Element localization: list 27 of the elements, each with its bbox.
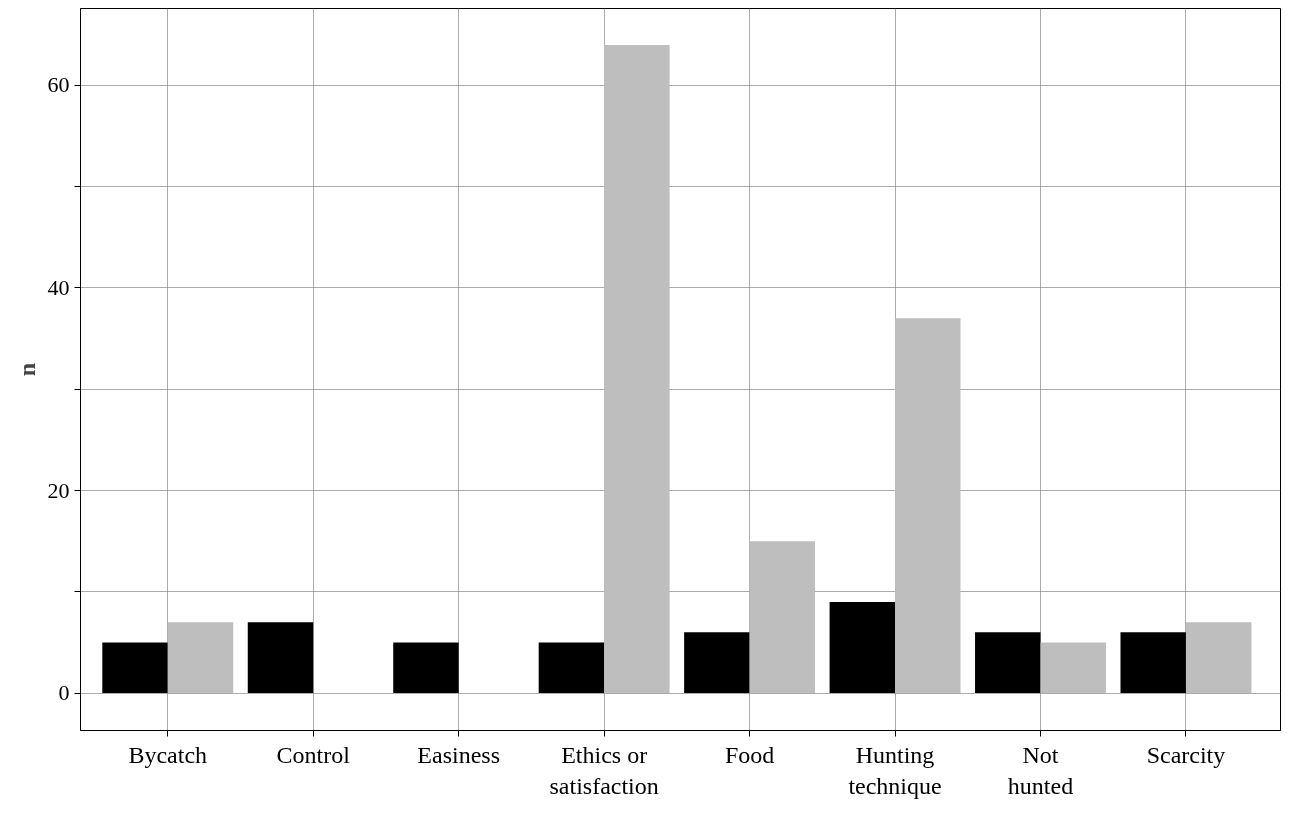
bar bbox=[1185, 622, 1252, 694]
x-tick-label: Bycatch bbox=[128, 741, 208, 768]
bar bbox=[749, 541, 816, 694]
y-tick-label: 40 bbox=[47, 274, 70, 300]
y-tick-label: 0 bbox=[58, 680, 70, 706]
x-tick-label: Food bbox=[724, 741, 775, 768]
x-tick-label: Scarcity bbox=[1146, 741, 1226, 768]
x-tick-label: Ethics or satisfaction bbox=[549, 741, 659, 799]
bar bbox=[1040, 642, 1106, 694]
x-tick-label: Easiness bbox=[417, 741, 501, 768]
x-tick-label: Control bbox=[276, 741, 351, 768]
bar bbox=[895, 318, 961, 694]
y-axis-title: n bbox=[13, 362, 40, 377]
bar bbox=[1120, 632, 1186, 694]
bar bbox=[102, 642, 168, 694]
x-tick-label: Not hunted bbox=[1007, 741, 1074, 799]
bar bbox=[538, 642, 605, 694]
bar bbox=[829, 601, 896, 694]
bar bbox=[975, 632, 1041, 694]
y-tick-label: 20 bbox=[47, 477, 70, 503]
bar bbox=[167, 622, 234, 694]
bar bbox=[393, 642, 459, 694]
x-tick-label: Hunting technique bbox=[848, 741, 942, 799]
bar bbox=[604, 44, 670, 694]
bar bbox=[684, 632, 750, 694]
bar bbox=[247, 622, 314, 694]
y-tick-label: 60 bbox=[47, 72, 70, 98]
